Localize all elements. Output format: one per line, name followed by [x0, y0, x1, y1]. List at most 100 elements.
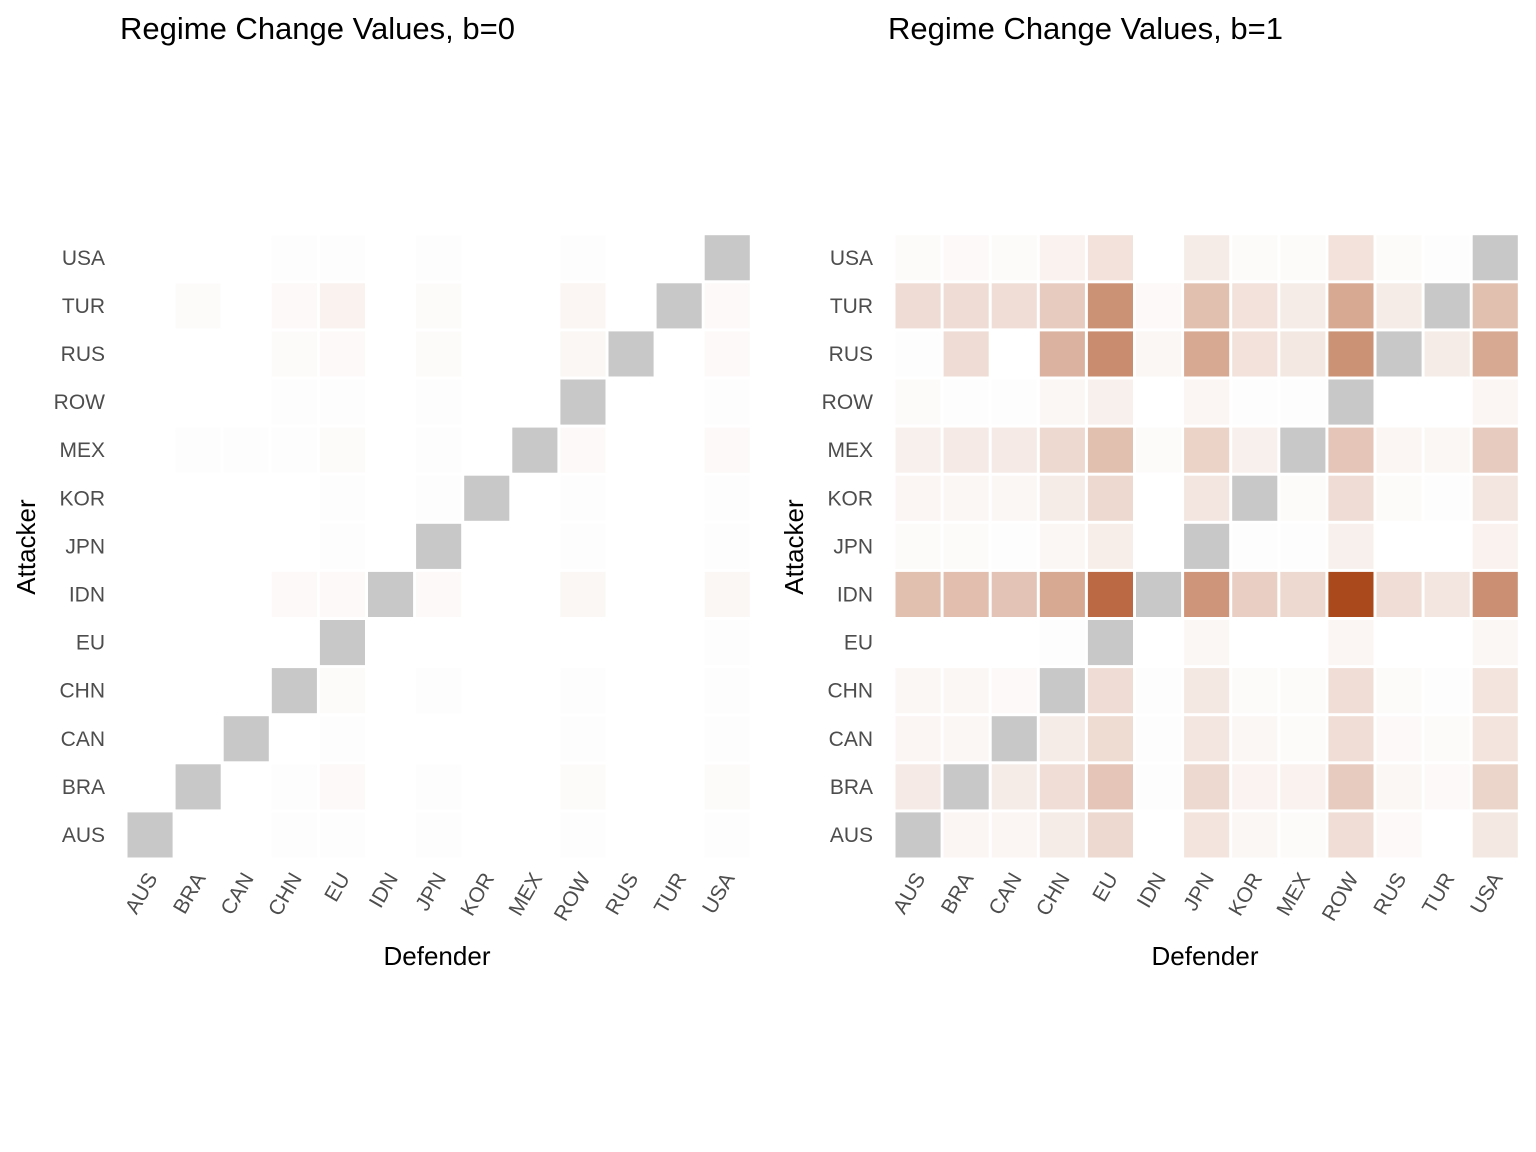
- heatmap-cell: [608, 668, 654, 714]
- y-tick-label: USA: [62, 247, 105, 270]
- x-axis-title: Defender: [1152, 941, 1259, 971]
- heatmap-cell: [991, 283, 1037, 329]
- heatmap-cell: [991, 427, 1037, 473]
- heatmap-cell: [175, 235, 221, 281]
- heatmap-cell: [991, 379, 1037, 425]
- heatmap-cell: [368, 716, 414, 762]
- heatmap-cell: [1136, 523, 1182, 569]
- heatmap-cell: [223, 812, 269, 858]
- heatmap-cell: [1087, 475, 1133, 521]
- heatmap-cell: [608, 427, 654, 473]
- y-tick-label: CAN: [829, 728, 873, 751]
- x-tick-label: CAN: [217, 869, 259, 919]
- heatmap-cell: [127, 764, 173, 810]
- heatmap-cell: [656, 331, 702, 377]
- heatmap-cell: [1232, 812, 1278, 858]
- heatmap-cell: [1232, 427, 1278, 473]
- heatmap-cell: [1087, 331, 1133, 377]
- y-tick-label: KOR: [827, 487, 873, 510]
- heatmap-cell: [608, 379, 654, 425]
- heatmap-cell: [991, 475, 1037, 521]
- heatmap-cell: [656, 475, 702, 521]
- y-tick-label: TUR: [830, 295, 873, 318]
- x-tick-label: TUR: [1418, 869, 1460, 918]
- heatmap-cell: [1039, 523, 1085, 569]
- heatmap-cell: [464, 812, 510, 858]
- heatmap-cell: [464, 523, 510, 569]
- heatmap-cell: [704, 523, 750, 569]
- y-tick-label: IDN: [837, 584, 873, 607]
- heatmap-cell: [704, 427, 750, 473]
- heatmap-cell: [943, 427, 989, 473]
- diagonal-cell: [1087, 620, 1133, 666]
- heatmap-cell: [560, 571, 606, 617]
- heatmap-cell: [608, 812, 654, 858]
- x-tick-labels: AUS BRA CAN CHN EU IDN JPN KOR MEX ROW RUS TUR USA: [121, 869, 740, 925]
- heatmap-cell: [271, 716, 317, 762]
- heatmap-cell: [943, 523, 989, 569]
- x-tick-label: MEX: [505, 869, 548, 920]
- x-tick-label: KOR: [1224, 869, 1267, 920]
- heatmap-cell: [1424, 523, 1470, 569]
- y-tick-label: MEX: [827, 439, 873, 462]
- heatmap-cell: [1039, 235, 1085, 281]
- y-tick-labels: AUS BRA CAN CHN EU IDN JPN KOR MEX ROW RUS TUR USA: [54, 247, 106, 847]
- heatmap-cell: [1087, 235, 1133, 281]
- heatmap-cell: [127, 235, 173, 281]
- heatmap-cell: [127, 427, 173, 473]
- heatmap-cell: [175, 475, 221, 521]
- heatmap-cell: [560, 620, 606, 666]
- heatmap-cell: [1424, 620, 1470, 666]
- heatmap-cell: [943, 668, 989, 714]
- heatmap-cell: [1136, 812, 1182, 858]
- heatmap-cell: [1328, 283, 1374, 329]
- heatmap-cell: [1039, 427, 1085, 473]
- heatmap-cell: [656, 716, 702, 762]
- heatmap-cell: [704, 379, 750, 425]
- x-tick-label: CHN: [264, 869, 307, 920]
- heatmap-cell: [1328, 475, 1374, 521]
- heatmap-cell: [895, 571, 941, 617]
- diagonal-cell: [464, 475, 510, 521]
- heatmap-cell: [175, 716, 221, 762]
- y-tick-label: USA: [830, 247, 873, 270]
- heatmap-cell: [464, 331, 510, 377]
- heatmap-cell: [464, 235, 510, 281]
- heatmap-cell: [1184, 571, 1230, 617]
- heatmap-cell: [656, 571, 702, 617]
- heatmap-cell: [1232, 668, 1278, 714]
- heatmap-cell: [943, 475, 989, 521]
- heatmap-cell: [319, 331, 365, 377]
- heatmap-cell: [512, 235, 558, 281]
- heatmap-cell: [704, 764, 750, 810]
- heatmap-cell: [1184, 812, 1230, 858]
- heatmap-cell: [464, 571, 510, 617]
- heatmap-cell: [1424, 812, 1470, 858]
- heatmap-cell: [943, 620, 989, 666]
- heatmap-cell: [656, 235, 702, 281]
- heatmap-cell: [1472, 427, 1518, 473]
- heatmap-cell: [1280, 668, 1326, 714]
- x-tick-label: AUS: [889, 869, 931, 918]
- heatmap-cell: [895, 379, 941, 425]
- heatmap-cell: [1087, 764, 1133, 810]
- heatmap-cell: [127, 571, 173, 617]
- heatmap-cell: [416, 427, 462, 473]
- heatmap-cell: [319, 475, 365, 521]
- heatmap-cell: [704, 331, 750, 377]
- heatmap-cell: [223, 571, 269, 617]
- heatmap-cell: [1280, 235, 1326, 281]
- heatmap-cell: [1472, 812, 1518, 858]
- heatmap-cell: [1376, 812, 1422, 858]
- x-tick-label: RUS: [601, 869, 643, 919]
- heatmap-cell: [1376, 571, 1422, 617]
- heatmap-cell: [512, 668, 558, 714]
- heatmap-cell: [271, 235, 317, 281]
- heatmap-cell: [512, 379, 558, 425]
- heatmap-cell: [656, 812, 702, 858]
- heatmap-cell: [1328, 427, 1374, 473]
- heatmap-cell: [1232, 523, 1278, 569]
- heatmap-cell: [1184, 283, 1230, 329]
- heatmap-cell: [1087, 523, 1133, 569]
